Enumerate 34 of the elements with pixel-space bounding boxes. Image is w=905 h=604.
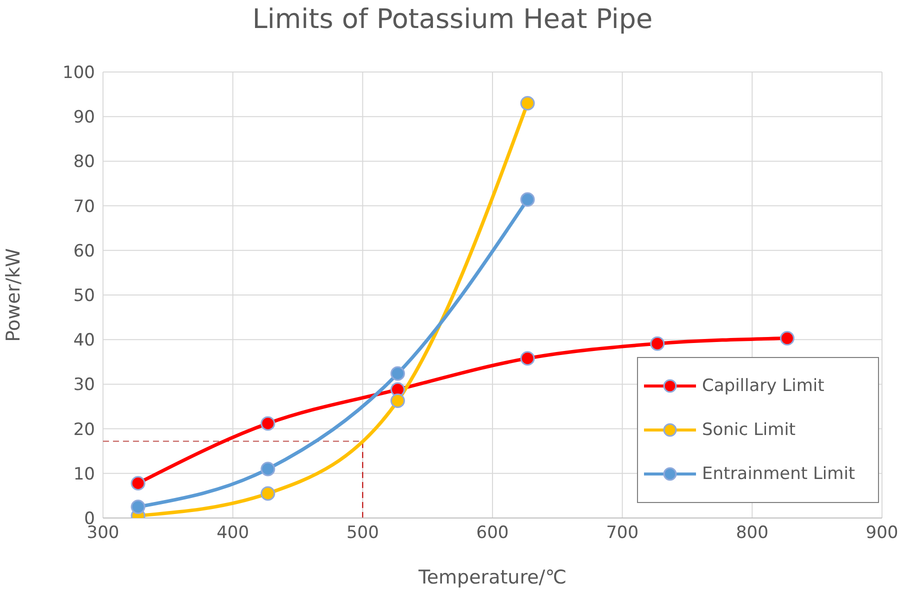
x-tick-label: 800: [736, 523, 768, 544]
point: [260, 416, 276, 431]
y-tick-label: 70: [73, 196, 95, 217]
x-tick-label: 400: [216, 523, 250, 544]
point: [130, 476, 146, 490]
point: [260, 462, 276, 476]
legend-label: Sonic Limit: [702, 420, 796, 440]
point: [520, 96, 535, 110]
y-tick-label: 10: [73, 464, 95, 484]
y-axis-title: Power/kW: [2, 248, 25, 342]
legend-label: Capillary Limit: [702, 376, 824, 396]
point: [390, 393, 405, 408]
x-axis-title: Temperature/℃: [417, 566, 567, 588]
point: [650, 336, 665, 351]
x-tick-label: 700: [606, 523, 639, 544]
point: [520, 192, 535, 207]
chart-title: Limits of Potassium Heat Pipe: [251, 4, 654, 35]
y-tick-label: 100: [62, 63, 95, 84]
y-tick-label: 80: [73, 152, 95, 172]
point: [390, 366, 405, 381]
point: [520, 351, 535, 366]
x-tick-label: 900: [866, 523, 898, 544]
legend-label: Entrainment Limit: [702, 464, 856, 484]
x-tick-label: 600: [476, 523, 509, 544]
y-tick-label: 60: [73, 241, 95, 262]
point: [130, 500, 146, 514]
point: [260, 486, 276, 501]
y-tick-label: 90: [73, 108, 95, 128]
point: [780, 331, 794, 346]
y-tick-label: 30: [73, 375, 95, 396]
y-tick-label: 40: [73, 330, 95, 351]
y-tick-label: 50: [73, 286, 95, 306]
x-tick-label: 500: [346, 523, 379, 544]
y-tick-label: 20: [73, 420, 95, 440]
